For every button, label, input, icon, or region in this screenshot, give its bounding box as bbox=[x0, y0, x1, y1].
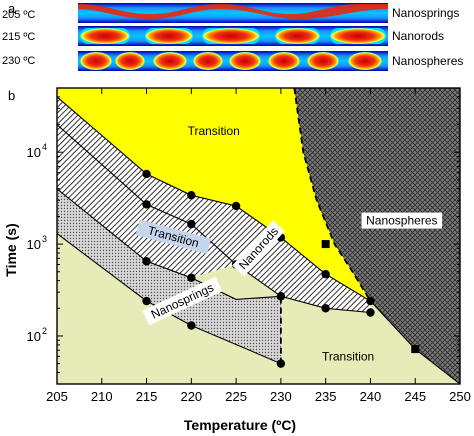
rod-1 bbox=[80, 28, 130, 44]
sphere-1 bbox=[80, 52, 112, 70]
sphere-5 bbox=[229, 52, 261, 70]
data-point-b4-5 bbox=[366, 296, 375, 306]
x-tick-label-230: 230 bbox=[270, 389, 292, 404]
sphere-2 bbox=[115, 52, 145, 70]
data-point-b3-4 bbox=[321, 304, 330, 313]
y-tick-label-10000: 10 bbox=[27, 145, 41, 160]
y-tick-label-1000: 10 bbox=[27, 237, 41, 252]
data-point-b3-1 bbox=[187, 219, 196, 229]
strip-morph-2: Nanorods bbox=[392, 29, 444, 43]
y-tick-label-100: 10 bbox=[27, 329, 41, 344]
y-tick-exponent-10000: 4 bbox=[42, 142, 47, 152]
data-point-b2-0 bbox=[142, 257, 151, 266]
strip-row-1: 205 ºC Nanosprings bbox=[2, 3, 459, 23]
square-marker-1 bbox=[411, 345, 420, 354]
sphere-4 bbox=[193, 52, 223, 70]
x-tick-label-235: 235 bbox=[315, 389, 337, 404]
y-tick-exponent-100: 2 bbox=[42, 326, 47, 336]
region-label-bg-2 bbox=[232, 220, 285, 277]
spring-ridge bbox=[78, 4, 388, 19]
x-tick-label-205: 205 bbox=[46, 389, 68, 404]
gray-region bbox=[294, 88, 460, 384]
region-label-text-5: Transition bbox=[322, 349, 374, 363]
x-tick-label-215: 215 bbox=[136, 389, 158, 404]
region-label-bg-4 bbox=[361, 212, 443, 229]
rod-2 bbox=[145, 28, 193, 44]
region-label-bg-1 bbox=[135, 219, 212, 255]
data-point-b1-1 bbox=[187, 321, 196, 330]
panel-b-label: b bbox=[8, 88, 15, 103]
region-label-text-4: Nanospheres bbox=[366, 214, 437, 228]
x-tick-label-250: 250 bbox=[449, 389, 471, 404]
sphere-7 bbox=[307, 52, 339, 70]
strip-temp-3: 230 ºC bbox=[2, 55, 35, 67]
data-point-b4-1 bbox=[187, 191, 196, 200]
x-tick-label-210: 210 bbox=[91, 389, 113, 404]
region-label-0: Transition bbox=[188, 124, 240, 138]
region-label-4: Nanospheres bbox=[361, 212, 443, 229]
x-tick-label-245: 245 bbox=[404, 389, 426, 404]
y-tick-exponent-1000: 3 bbox=[42, 234, 47, 244]
data-point-b1-2 bbox=[276, 359, 286, 368]
sphere-8 bbox=[348, 52, 382, 70]
data-point-b3-3 bbox=[276, 292, 286, 301]
square-marker-0 bbox=[321, 240, 330, 249]
sphere-6 bbox=[268, 52, 300, 70]
strip-temp-1: 205 ºC bbox=[2, 9, 35, 21]
strip-morph-3: Nanospheres bbox=[392, 54, 463, 68]
sphere-3 bbox=[153, 52, 187, 70]
region-label-5: Transition bbox=[322, 349, 374, 363]
data-point-b4-4 bbox=[321, 270, 330, 279]
dotted-band bbox=[57, 188, 281, 364]
lower-striped-band bbox=[57, 124, 281, 297]
region-label-text-0: Transition bbox=[188, 124, 240, 138]
strip-morph-1: Nanosprings bbox=[392, 6, 459, 20]
data-point-b3-0 bbox=[142, 200, 151, 209]
dashed-boundary bbox=[293, 87, 372, 302]
data-point-b3-5 bbox=[366, 308, 375, 317]
data-point-b1-0 bbox=[142, 296, 151, 306]
data-point-b4-2 bbox=[231, 201, 241, 211]
region-label-bg-3 bbox=[142, 276, 223, 326]
panel-a-label: a bbox=[8, 1, 16, 16]
x-tick-label-225: 225 bbox=[225, 389, 247, 404]
y-axis-label: Time (s) bbox=[3, 223, 19, 276]
rod-3 bbox=[202, 28, 260, 44]
plot-frame bbox=[56, 87, 461, 385]
x-tick-label-240: 240 bbox=[360, 389, 382, 404]
x-axis-label: Temperature (ºC) bbox=[184, 417, 296, 433]
yellow-region bbox=[57, 88, 460, 384]
strip-temp-2: 215 ºC bbox=[2, 31, 35, 43]
x-tick-label-220: 220 bbox=[180, 389, 202, 404]
rod-4 bbox=[275, 28, 320, 44]
upper-striped-band bbox=[57, 96, 371, 313]
strip-row-2: 215 ºC Nanorods bbox=[2, 26, 444, 46]
rod-5 bbox=[330, 28, 386, 44]
strip-row-3: 230 ºC Nanospheres bbox=[2, 51, 463, 71]
data-point-b4-0 bbox=[142, 169, 151, 179]
data-point-b2-1 bbox=[187, 273, 196, 282]
